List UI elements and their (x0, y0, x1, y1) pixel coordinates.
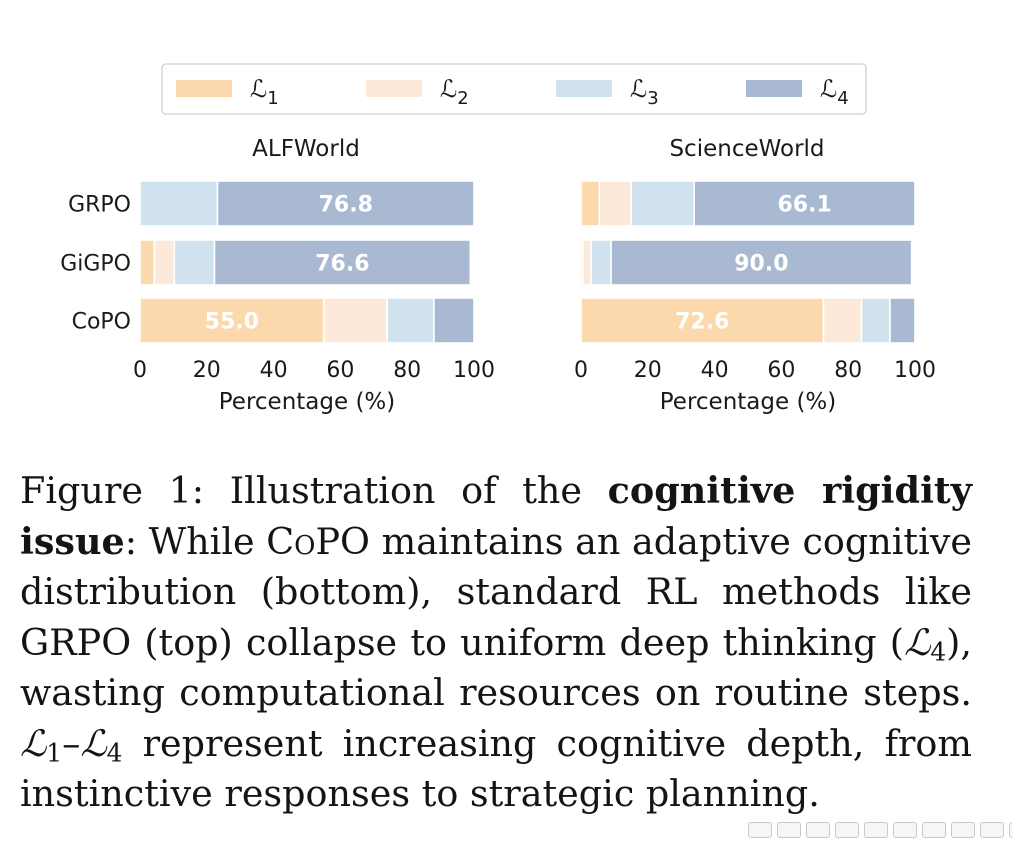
caption-math-sub: 4 (930, 636, 947, 666)
data-label: 72.6 (675, 310, 729, 335)
watermark-box (806, 822, 830, 838)
caption-math-sub: 4 (106, 737, 123, 767)
caption-text-5: represent increasing cognitive depth, fr… (20, 721, 972, 816)
x-tick-label: 0 (574, 358, 588, 383)
legend-swatch-l4 (746, 80, 802, 97)
legend-script: ℒ (440, 75, 457, 103)
caption-label: Figure 1: (20, 469, 205, 512)
legend-subscript: 1 (267, 88, 278, 109)
data-label: 76.8 (319, 193, 373, 218)
category-label: GRPO (68, 193, 131, 218)
x-tick-label: 80 (834, 358, 862, 383)
bar-gigpo-l1 (139, 239, 156, 286)
watermark-box (922, 822, 946, 838)
legend-label-l1: ℒ1 (250, 75, 279, 109)
x-tick-label: 0 (133, 358, 147, 383)
legend-label-l4: ℒ4 (820, 75, 849, 109)
watermark-box (835, 822, 859, 838)
x-tick-label: 40 (260, 358, 288, 383)
caption-math-sub: 1 (46, 737, 63, 767)
watermark-box (864, 822, 888, 838)
legend-label-l2: ℒ2 (440, 75, 469, 109)
chart-panel-alfworld: ALFWorld GRPO 76.8 GiGPO 76.6 CoPO 55.0 0 20 40 60… (60, 136, 495, 415)
legend-frame (161, 63, 867, 115)
x-axis-label: Percentage (%) (660, 389, 837, 415)
x-tick-label: 40 (701, 358, 729, 383)
legend-swatch-l1 (176, 80, 232, 97)
caption-math-level-4b: ℒ4 (80, 722, 122, 765)
legend-swatch-l2 (366, 80, 422, 97)
legend: ℒ1 ℒ2 ℒ3 ℒ4 (161, 63, 867, 115)
chart-panel-scienceworld: ScienceWorld 66.1 90.0 72.6 0 20 40 60 80 100 Perc… (574, 136, 936, 415)
caption-text-4: ), wasting computational resources on ro… (20, 620, 972, 715)
x-tick-label: 20 (634, 358, 662, 383)
x-tick-label: 60 (326, 358, 354, 383)
watermark-box (893, 822, 917, 838)
bar-grpo-l1 (580, 180, 601, 227)
bar-grpo-l4 (693, 180, 916, 227)
data-label: 76.6 (315, 252, 369, 277)
category-label: GiGPO (60, 252, 131, 277)
bar-copo-l3 (386, 297, 435, 344)
bar-copo-l4 (433, 297, 475, 344)
data-label: 90.0 (734, 252, 788, 277)
category-label: CoPO (72, 310, 131, 335)
x-tick-label: 20 (193, 358, 221, 383)
caption-bold-term: cognitive rigidity issue (20, 469, 972, 563)
watermark-box (777, 822, 801, 838)
x-tick-label: 60 (767, 358, 795, 383)
data-label: 66.1 (777, 193, 831, 218)
caption-math-level-4: ℒ4 (904, 621, 946, 664)
watermark-box (980, 822, 1004, 838)
caption-text-1: Illustration of the (204, 469, 608, 512)
x-axis-label: Percentage (%) (219, 389, 396, 415)
legend-subscript: 2 (457, 88, 468, 109)
bar-gigpo-l4 (213, 239, 472, 286)
legend-swatch-l3 (556, 80, 612, 97)
figure-caption: Figure 1: Illustration of the cognitive … (20, 466, 972, 820)
bar-copo-l2 (322, 297, 388, 344)
legend-script: ℒ (630, 75, 647, 103)
caption-math-script: ℒ (20, 721, 47, 765)
caption-math-level-1: ℒ1 (20, 722, 62, 765)
x-tick-label: 80 (393, 358, 421, 383)
bar-grpo-l3 (139, 180, 219, 227)
caption-text-3: maintains an adaptive cognitive distribu… (20, 519, 972, 664)
data-label: 55.0 (205, 310, 259, 335)
bar-gigpo-l2 (582, 239, 592, 286)
caption-method-name: CoPO (266, 519, 370, 563)
x-tick-label: 100 (453, 358, 495, 383)
legend-script: ℒ (250, 75, 267, 103)
legend-subscript: 4 (837, 88, 848, 109)
legend-label-l3: ℒ3 (630, 75, 659, 109)
chart-title: ALFWorld (252, 136, 360, 162)
bar-gigpo-l4 (610, 239, 913, 286)
chart-title: ScienceWorld (669, 136, 824, 162)
caption-math-script: ℒ (904, 620, 931, 664)
chart-panels: ALFWorld GRPO 76.8 GiGPO 76.6 CoPO 55.0 0 20 40 60… (60, 136, 936, 415)
bar-gigpo-l3 (173, 239, 216, 286)
caption-math-script: ℒ (80, 721, 107, 765)
caption-dash: – (62, 721, 81, 765)
bar-grpo-l4 (216, 180, 475, 227)
bar-gigpo-l2 (153, 239, 176, 286)
watermark-boxes (748, 822, 1012, 838)
bar-grpo-l2 (598, 180, 632, 227)
x-tick-label: 100 (894, 358, 936, 383)
legend-subscript: 3 (647, 88, 658, 109)
bar-gigpo-l3 (590, 239, 612, 286)
caption-text-2: : While (124, 519, 267, 563)
bar-copo-l4 (889, 297, 916, 344)
bar-grpo-l3 (630, 180, 696, 227)
watermark-box (951, 822, 975, 838)
watermark-box (1009, 822, 1012, 838)
legend-script: ℒ (820, 75, 837, 103)
bar-copo-l2 (822, 297, 863, 344)
bar-copo-l3 (860, 297, 891, 344)
watermark-box (748, 822, 772, 838)
